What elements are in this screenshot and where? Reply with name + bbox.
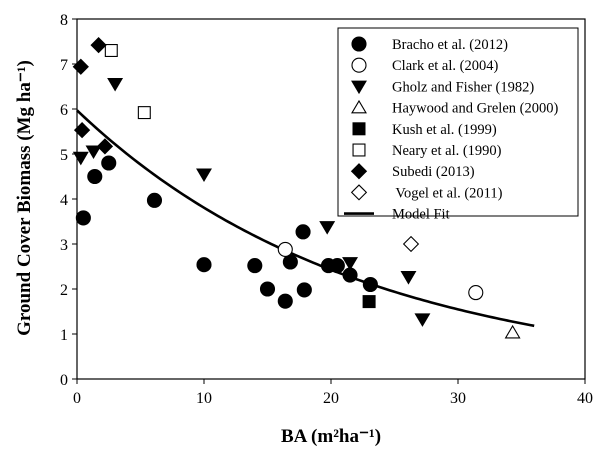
data-point	[277, 293, 293, 309]
data-point	[295, 224, 311, 240]
data-point	[400, 271, 417, 285]
data-point	[90, 36, 107, 54]
y-tick-label: 2	[60, 282, 68, 299]
data-point	[350, 163, 368, 180]
data-point	[362, 295, 376, 309]
data-point	[329, 258, 345, 274]
data-point	[146, 192, 163, 208]
data-point	[319, 221, 336, 235]
y-axis-label: Ground Cover Biomass (Mg ha⁻¹)	[14, 60, 35, 336]
legend-box	[337, 27, 579, 217]
legend-label: Kush et al. (1999)	[392, 122, 497, 138]
legend-label: Haywood and Grelen (2000)	[392, 101, 558, 117]
data-point	[362, 276, 378, 293]
y-tick-label: 4	[60, 192, 68, 209]
y-axis: 0 1 2 3 4 5 6 7 8	[60, 12, 77, 389]
legend: Bracho et al. (2012) Clark et al. (2004) G…	[337, 27, 579, 223]
data-point	[296, 282, 312, 298]
y-tick-label: 7	[60, 57, 68, 74]
data-point	[351, 57, 367, 73]
legend-label: Subedi (2013)	[392, 164, 475, 180]
x-tick-label: 0	[73, 390, 81, 407]
data-point	[342, 257, 359, 271]
data-point	[351, 80, 367, 95]
markers-layer	[72, 36, 521, 339]
data-point	[352, 122, 366, 136]
data-point	[196, 168, 212, 182]
data-point	[196, 257, 212, 273]
data-point	[72, 58, 89, 75]
legend-label: Bracho et al. (2012)	[392, 37, 508, 53]
data-point	[247, 258, 263, 274]
x-axis: 0 10 20 30 40	[73, 379, 593, 407]
data-point	[87, 168, 103, 185]
data-point	[101, 155, 117, 171]
data-point	[72, 151, 89, 166]
y-tick-label: 0	[60, 372, 68, 389]
legend-label: Vogel et al. (2011)	[392, 185, 503, 201]
data-point	[351, 36, 367, 52]
x-tick-label: 30	[450, 390, 466, 407]
data-point	[402, 235, 420, 253]
data-point	[504, 324, 521, 339]
legend-label: Neary et al. (1990)	[392, 143, 502, 159]
data-point	[282, 254, 298, 270]
y-tick-label: 1	[60, 327, 68, 344]
x-tick-label: 10	[196, 390, 212, 407]
x-tick-label: 20	[323, 390, 339, 407]
data-point	[85, 145, 102, 160]
y-tick-label: 6	[60, 102, 68, 119]
y-tick-label: 8	[60, 12, 68, 29]
data-point	[352, 143, 366, 157]
data-point	[277, 241, 293, 257]
data-point	[468, 285, 484, 301]
model-fit-line	[76, 109, 535, 328]
model-fit-layer	[76, 109, 535, 328]
data-point	[350, 184, 368, 201]
y-tick-label: 5	[60, 147, 68, 164]
x-axis-label: BA (m²ha⁻¹)	[281, 426, 381, 447]
data-point	[107, 78, 124, 92]
data-point	[137, 106, 151, 120]
data-point	[73, 122, 91, 139]
y-tick-label: 3	[60, 237, 68, 254]
data-point	[351, 99, 367, 114]
data-point	[75, 210, 91, 226]
data-point	[259, 281, 276, 297]
data-point	[104, 43, 118, 57]
legend-label: Clark et al. (2004)	[392, 58, 498, 74]
legend-label: Gholz and Fisher (1982)	[392, 79, 534, 95]
data-point	[96, 138, 114, 155]
legend-label: Model Fit	[392, 207, 450, 223]
data-point	[414, 313, 431, 327]
x-tick-label: 40	[577, 390, 593, 407]
